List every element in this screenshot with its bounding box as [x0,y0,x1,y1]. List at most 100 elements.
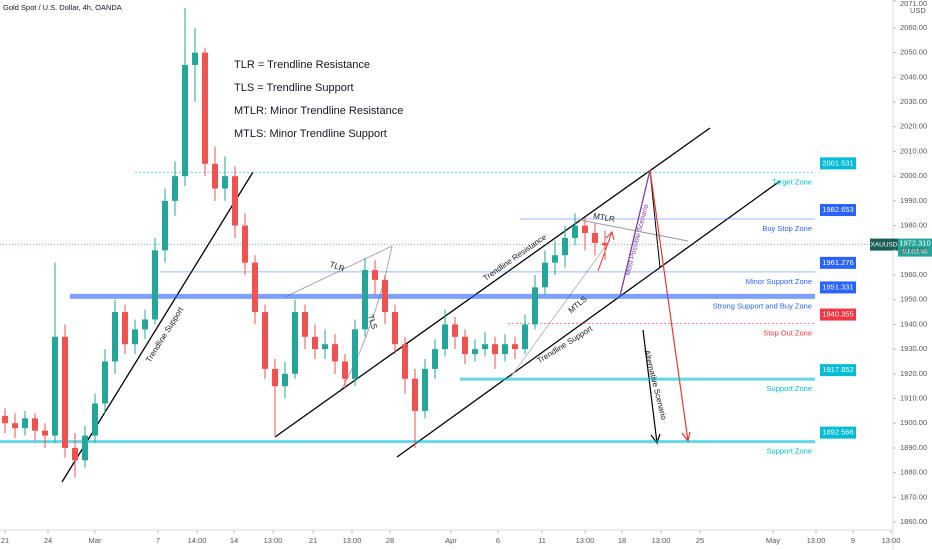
candle-body [572,225,578,238]
trendline [284,245,393,298]
candle-body [2,415,8,424]
x-tick-label: 13:00 [882,536,901,545]
y-tick-label: 2060.00 [900,23,927,32]
zone-label: Target Zone [772,177,812,186]
x-tick-label: 21 [1,536,9,545]
x-tick-label: 21 [309,536,317,545]
candle-body [362,270,368,330]
zone-label: Support Zone [767,384,812,393]
current-price: 1972.310 [899,239,930,248]
x-tick-label: 25 [696,536,704,545]
x-tick-label: 13:00 [343,536,362,545]
candle-body [162,200,168,251]
candle-body [502,344,508,355]
zone-price: 1940.355 [822,310,853,319]
candle-body [132,329,138,345]
candle-body [232,176,238,226]
candle-body [372,270,378,280]
candle-body [392,312,398,345]
y-tick-label: 1940.00 [900,319,927,328]
candle-body [32,418,38,431]
candle-body [532,287,538,325]
candle-body [262,312,268,369]
candle-body [292,312,298,374]
y-tick-label: 1860.00 [900,517,927,526]
zone-price: 2001.531 [822,158,853,167]
candle-body [602,242,608,246]
note: MTLS: Minor Trendline Support [234,128,387,140]
symbol-box [870,238,898,251]
candle-body [92,403,98,436]
candle-body [272,368,278,387]
zone-price-box [820,281,856,294]
x-tick-label: 14:00 [188,536,207,545]
y-tick-label: 1950.00 [900,295,927,304]
candle-body [492,344,498,355]
candle-body [432,349,438,369]
x-tick-label: 11 [538,536,546,545]
x-tick-label: 24 [44,536,52,545]
zone-price-box [820,157,856,170]
candle-body [352,329,358,379]
zone-price-box [820,308,856,321]
x-tick-label: Apr [445,536,457,545]
candle-body [552,255,558,263]
candle-body [472,349,478,355]
x-tick-label: 7 [156,536,160,545]
candle-body [142,319,148,330]
symbol: XAUUSD [870,241,897,248]
drawings [61,127,781,483]
y-tick-label: 2020.00 [900,122,927,131]
zone-label: Support Zone [767,447,812,456]
zone-label: Stop Out Zone [763,329,812,338]
candle-body [102,361,108,404]
y-tick-label: 1890.00 [900,443,927,452]
candle-body [562,237,568,256]
candle-body [62,336,68,448]
y-tick-label: 1880.00 [900,468,927,477]
candle-body [112,312,118,362]
y-tick-label: 2071.00 [900,0,927,8]
x-tick-label: 13:00 [652,536,671,545]
zone-price: 1951.331 [822,282,853,291]
candle-body [332,344,338,362]
currency: USD [910,6,926,15]
candle-body [82,435,88,461]
candle-body [52,336,58,436]
y-tick-label: 2050.00 [900,48,927,57]
x-tick-label: 14 [230,536,238,545]
scenario-path [619,169,651,297]
y-tick-label: 1870.00 [900,492,927,501]
scenario-path [649,169,661,269]
drawing-label: TLS [366,314,379,331]
candle-body [512,344,518,350]
y-tick-label: 1920.00 [900,369,927,378]
zone-label: Buy Stop Zone [762,224,812,233]
candle-body [122,312,128,345]
countdown: 03:00:48 [902,248,928,255]
x-tick-label: 13:00 [576,536,595,545]
candle-body [42,430,48,436]
candle-body [522,324,528,350]
zone-label: Minor Support Zone [746,277,812,286]
x-tick-label: Mar [89,536,102,545]
candle-body [312,336,318,350]
y-tick-label: 1930.00 [900,344,927,353]
trendline [61,171,254,483]
zone-price: 1917.852 [822,365,853,374]
candle-body [172,176,178,201]
y-tick-label: 1960.00 [900,270,927,279]
candle-body [212,163,218,189]
x-tick-label: 13:00 [807,536,826,545]
candle-body [202,52,208,164]
candle-body [452,324,458,337]
zone-price: 1892.566 [822,428,853,437]
drawing-label: Trendline Resistance [482,232,549,283]
y-tick-label: 1980.00 [900,221,927,230]
y-tick-label: 1910.00 [900,394,927,403]
note: TLR = Trendline Resistance [234,59,370,71]
arrow [597,231,615,272]
y-tick-label: 2010.00 [900,146,927,155]
candle-body [302,312,308,337]
x-tick-label: May [766,536,780,545]
